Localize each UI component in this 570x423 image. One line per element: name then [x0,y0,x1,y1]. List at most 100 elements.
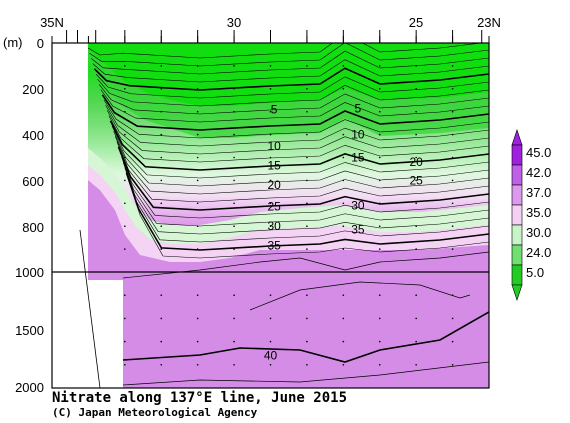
station-dot [342,202,345,205]
contour-line [124,167,489,243]
station-dot [160,248,163,250]
station-dot [451,65,454,67]
station-dot [269,202,272,205]
station-dot [124,225,126,227]
station-dot [124,156,126,159]
y-tick-label: 1500 [15,323,44,338]
station-dot [415,248,417,250]
y-tick-label: 2000 [15,380,44,395]
station-dot [196,88,199,90]
station-dot [269,179,272,182]
station-dot [451,248,454,250]
station-dot [124,364,126,366]
x-tick-label: 35N [40,15,64,30]
contour-line [125,172,489,251]
y-tick-label: 600 [22,174,44,189]
y-tick-label: 400 [22,128,44,143]
station-dot [124,340,126,343]
station-dot [306,340,308,343]
station-dot [124,179,126,182]
station-dot [415,133,417,136]
station-dot [233,110,235,113]
station-dot [269,340,272,343]
station-dot [378,156,381,159]
contour-line [114,136,489,195]
contour-label: 25 [409,173,423,187]
contour-label: 35 [267,239,281,253]
station-dot [306,317,308,320]
contour-label: 25 [267,200,281,214]
station-dot [196,317,199,320]
station-dot [342,179,345,182]
station-dot [160,225,163,227]
colorbar-swatch [511,204,523,226]
station-dot [451,294,454,297]
station-dot [124,133,126,136]
station-dot [124,88,126,90]
station-dot [378,110,381,113]
colorbar-label: 5.0 [526,265,544,280]
station-dot [233,225,235,227]
station-dot [342,364,345,366]
x-tick-label: 30 [227,15,241,30]
station-dot [124,248,126,250]
station-dot [451,179,454,182]
station-dot [378,294,381,297]
colorbar-top-arrow [511,129,523,146]
station-dot [451,133,454,136]
y-tick-label: 1000 [15,265,44,280]
contour-label: 20 [267,178,281,192]
station-dot [233,248,235,250]
station-dot [124,294,126,297]
station-dot [124,317,126,320]
station-dot [196,225,199,227]
station-dot [342,156,345,159]
station-dot [233,65,235,67]
station-dot [378,340,381,343]
station-dot [269,88,272,90]
station-dot [196,202,199,205]
contour-line [87,43,484,59]
colorbar-swatch [511,164,523,186]
station-dot [124,65,126,67]
station-dot [415,225,417,227]
station-dot [342,133,345,136]
station-dot [160,202,163,205]
contour-label: 20 [409,155,423,169]
colorbar-label: 37.0 [526,185,551,200]
station-dot [342,340,345,343]
contour-label: 15 [351,151,365,165]
station-dot [196,340,199,343]
station-dot [378,364,381,366]
station-dot [233,179,235,182]
deep-contour-line [122,311,489,363]
station-dot [342,110,345,113]
colorbar-label: 30.0 [526,225,551,240]
contour-line [108,115,489,163]
contour-line [111,125,489,179]
station-dot [160,317,163,320]
station-dot [451,202,454,205]
station-dot [415,88,417,90]
contour-labels: 5 5 10 10 15 15 20 20 25 25 30 30 35 35 40 [264,101,423,363]
station-dot [306,202,308,205]
colorbar-label: 35.0 [526,205,551,220]
station-dot [306,294,308,297]
station-dot [378,88,381,90]
contour-line [121,157,489,227]
x-tick-label: 25 [409,15,423,30]
contour-line [113,131,489,187]
station-dot [306,65,308,67]
contour-line [91,50,489,75]
station-dot [415,156,417,159]
land-mask [52,43,123,388]
station-dot [451,340,454,343]
station-dot [378,65,381,67]
station-dot [160,294,163,297]
station-dot [415,179,417,182]
station-dot [378,225,381,227]
station-dot [415,340,417,343]
station-dot [233,133,235,136]
contour-label: 40 [264,349,278,363]
